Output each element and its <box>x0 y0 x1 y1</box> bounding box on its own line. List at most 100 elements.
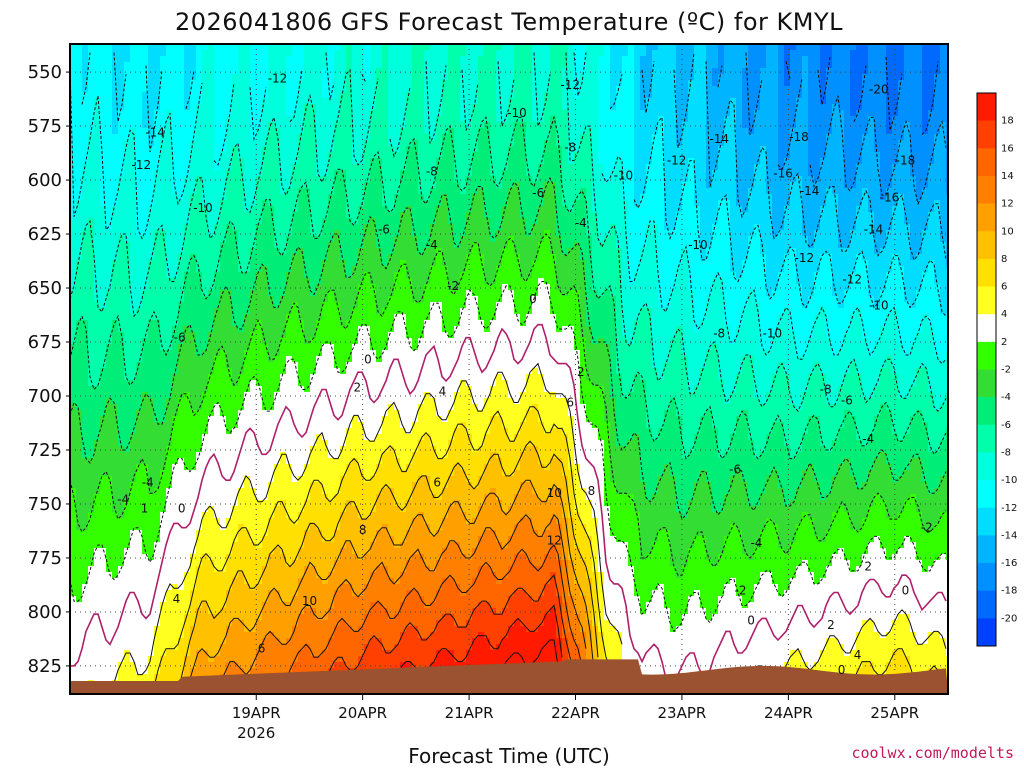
temp-cell <box>82 434 89 441</box>
temp-cell <box>316 128 323 135</box>
temp-cell <box>154 332 161 339</box>
temp-cell <box>136 248 143 255</box>
temp-cell <box>250 152 257 159</box>
temp-cell <box>238 578 245 585</box>
temp-cell <box>160 194 167 201</box>
temp-cell <box>100 530 107 537</box>
temp-cell <box>232 416 239 423</box>
temp-cell <box>286 230 293 237</box>
temp-cell <box>280 446 287 453</box>
temp-cell <box>250 326 257 333</box>
temp-cell <box>88 230 95 237</box>
temp-cell <box>286 362 293 369</box>
temp-cell <box>310 146 317 153</box>
temp-cell <box>112 662 119 669</box>
temp-cell <box>154 260 161 267</box>
temp-cell <box>106 140 113 147</box>
temp-cell <box>178 344 185 351</box>
temp-cell <box>214 170 221 177</box>
temp-cell <box>94 602 101 609</box>
temp-cell <box>238 134 245 141</box>
temp-cell <box>214 398 221 405</box>
temp-cell <box>268 128 275 135</box>
temp-cell <box>310 224 317 231</box>
temp-cell <box>322 212 329 219</box>
temp-cell <box>214 104 221 111</box>
temp-cell <box>76 356 83 363</box>
temp-cell <box>286 164 293 171</box>
temp-cell <box>292 524 299 531</box>
temp-cell <box>304 380 311 387</box>
temp-cell <box>238 80 245 87</box>
temp-cell <box>250 548 257 555</box>
temp-cell <box>322 74 329 81</box>
temp-cell <box>202 638 209 645</box>
temp-cell <box>82 602 89 609</box>
temp-cell <box>256 242 263 249</box>
temp-cell <box>238 74 245 81</box>
temp-cell <box>292 356 299 363</box>
temp-cell <box>316 224 323 231</box>
temp-cell <box>100 50 107 57</box>
temp-cell <box>82 494 89 501</box>
temp-cell <box>76 116 83 123</box>
temp-cell <box>220 122 227 129</box>
temp-cell <box>268 236 275 243</box>
temp-cell <box>178 518 185 525</box>
temp-cell <box>292 86 299 93</box>
temp-cell <box>136 596 143 603</box>
temp-cell <box>226 110 233 117</box>
temp-cell <box>310 206 317 213</box>
temp-cell <box>316 470 323 477</box>
temp-cell <box>274 206 281 213</box>
temp-cell <box>166 536 173 543</box>
temp-cell <box>322 86 329 93</box>
temp-cell <box>286 98 293 105</box>
temp-cell <box>202 410 209 417</box>
temp-cell <box>238 182 245 189</box>
temp-cell <box>334 608 341 615</box>
temp-cell <box>196 440 203 447</box>
temp-cell <box>112 392 119 399</box>
temp-cell <box>214 44 221 51</box>
temp-cell <box>244 596 251 603</box>
temp-cell <box>286 578 293 585</box>
temp-cell <box>82 578 89 585</box>
temp-cell <box>340 494 347 501</box>
temp-cell <box>244 464 251 471</box>
temp-cell <box>88 86 95 93</box>
temp-cell <box>280 608 287 615</box>
temp-cell <box>280 116 287 123</box>
temp-cell <box>298 158 305 165</box>
temp-cell <box>130 596 137 603</box>
temp-cell <box>184 566 191 573</box>
temp-cell <box>322 314 329 321</box>
temp-cell <box>334 284 341 291</box>
temp-cell <box>154 188 161 195</box>
temp-cell <box>166 134 173 141</box>
temp-cell <box>304 290 311 297</box>
temp-cell <box>244 584 251 591</box>
temp-cell <box>106 98 113 105</box>
temp-cell <box>244 320 251 327</box>
temp-cell <box>112 128 119 135</box>
temp-cell <box>220 68 227 75</box>
temp-cell <box>250 74 257 81</box>
temp-cell <box>136 638 143 645</box>
temp-cell <box>76 104 83 111</box>
temp-cell <box>70 638 77 645</box>
temp-cell <box>226 350 233 357</box>
temp-cell <box>148 674 155 681</box>
temp-cell <box>94 224 101 231</box>
temp-cell <box>118 596 125 603</box>
temp-cell <box>166 332 173 339</box>
temp-cell <box>190 608 197 615</box>
temp-cell <box>100 110 107 117</box>
temp-cell <box>112 452 119 459</box>
temp-cell <box>250 482 257 489</box>
temp-cell <box>286 452 293 459</box>
temp-cell <box>322 56 329 63</box>
temp-cell <box>340 254 347 261</box>
temp-cell <box>226 182 233 189</box>
temp-cell <box>184 338 191 345</box>
